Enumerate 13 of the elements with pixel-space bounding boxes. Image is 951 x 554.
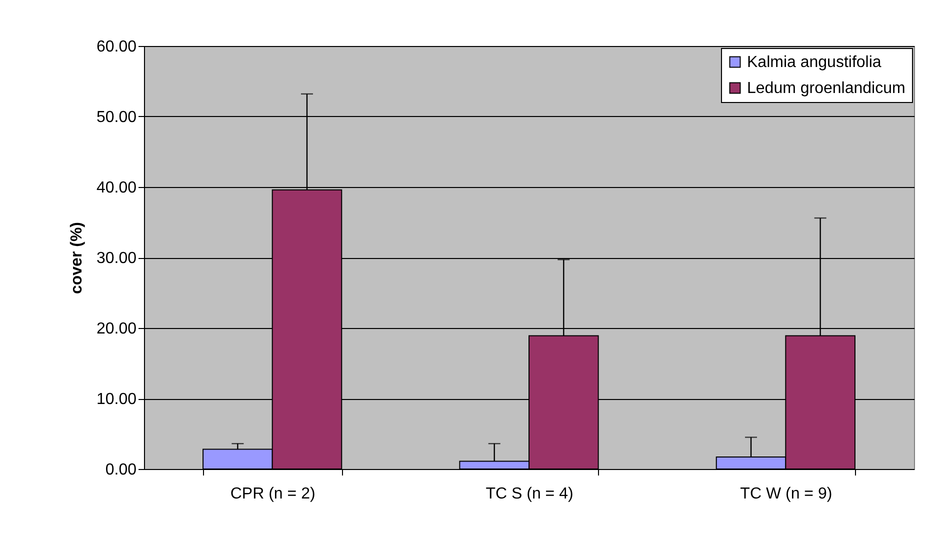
y-tick-label: 40.00 bbox=[96, 180, 137, 196]
y-tick-label: 20.00 bbox=[96, 320, 137, 338]
y-tick-label: 30.00 bbox=[96, 250, 137, 267]
legend-label: Ledum groenlandicum bbox=[747, 80, 906, 97]
y-tick-label: 10.00 bbox=[96, 391, 137, 408]
y-tick-label: 50.00 bbox=[96, 109, 137, 126]
x-tick-label: TC S (n = 4) bbox=[486, 486, 574, 502]
y-tick-label: 0.00 bbox=[105, 462, 137, 478]
y-axis-title: cover (%) bbox=[68, 222, 86, 294]
y-tick-label: 60.00 bbox=[96, 38, 137, 56]
x-tick-label: TC W (n = 9) bbox=[740, 486, 832, 502]
x-tick-label: CPR (n = 2) bbox=[230, 486, 316, 502]
legend-label: Kalmia angustifolia bbox=[747, 54, 882, 71]
